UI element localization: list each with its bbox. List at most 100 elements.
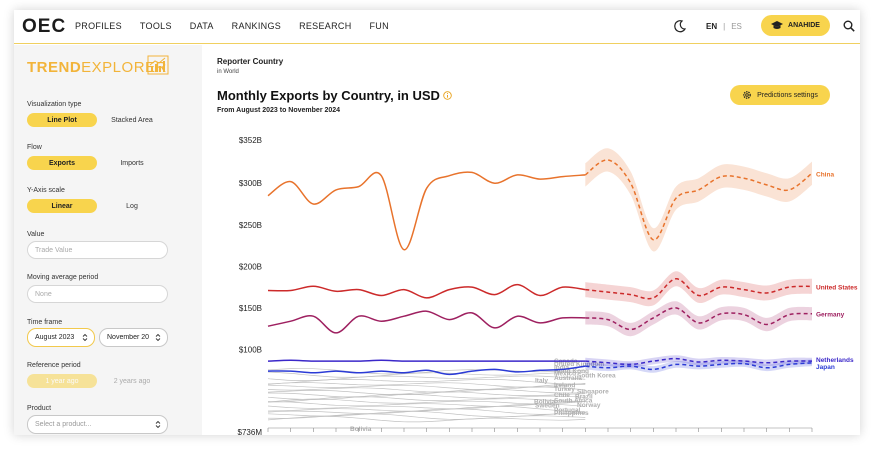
time-frame-end-select[interactable]: November 2024	[99, 328, 168, 347]
product-placeholder: Select a product...	[35, 421, 92, 428]
reporter-country-sub: in World	[217, 69, 239, 75]
other-country-line	[267, 371, 586, 378]
reference-period-label: Reference period	[27, 362, 81, 369]
actual-line-germany	[267, 310, 586, 334]
other-country-line	[267, 401, 586, 407]
graduation-cap-icon	[771, 21, 784, 29]
other-country-label: Singapore	[577, 389, 609, 396]
series-lines	[267, 159, 813, 376]
forecast-band-germany	[585, 301, 812, 337]
series-label-japan: Japan	[816, 364, 835, 371]
linear-toggle[interactable]: Linear	[27, 199, 97, 213]
oec-logo[interactable]: OEC	[22, 16, 67, 37]
time-frame-start-select[interactable]: August 2023	[27, 328, 95, 347]
other-country-line	[267, 386, 586, 393]
other-country-line	[267, 382, 586, 388]
reporter-country-title: Reporter Country	[217, 57, 284, 66]
other-country-label: India	[554, 364, 570, 371]
moon-icon[interactable]	[673, 19, 687, 33]
other-country-line	[267, 411, 586, 418]
predictions-settings-label: Predictions settings	[757, 91, 818, 99]
other-country-line	[267, 406, 586, 413]
gear-icon	[743, 91, 751, 99]
nav-rankings[interactable]: RANKINGS	[231, 21, 282, 31]
other-country-line	[267, 416, 586, 423]
lang-en[interactable]: EN	[706, 22, 718, 31]
other-country-line	[267, 378, 586, 385]
chevron-updown-icon	[155, 420, 161, 429]
flow-label: Flow	[27, 144, 42, 151]
viz-type-label: Visualization type	[27, 101, 82, 108]
predictions-settings-button[interactable]: Predictions settings	[730, 85, 830, 105]
one-year-ago-toggle[interactable]: 1 year ago	[27, 374, 97, 388]
info-icon[interactable]	[443, 91, 452, 100]
exports-toggle[interactable]: Exports	[27, 156, 97, 170]
y-tick-label: $200B	[239, 262, 262, 271]
main-nav: PROFILES TOOLS DATA RANKINGS RESEARCH FU…	[75, 21, 407, 31]
brand-light: EXPLORER	[81, 59, 167, 76]
time-frame-label: Time frame	[27, 319, 63, 326]
other-country-line	[267, 403, 586, 410]
chart-title: Monthly Exports by Country, in USD	[217, 88, 440, 103]
chart-icon	[147, 55, 169, 75]
nav-data[interactable]: DATA	[189, 21, 214, 31]
user-account-button[interactable]: ANAHIDE	[761, 15, 830, 36]
y-tick-label: $150B	[239, 304, 262, 313]
forecast-line-china	[584, 159, 813, 241]
series-label-germany: Germany	[816, 312, 845, 319]
other-country-label: Brazil	[575, 394, 593, 401]
other-country-label: Norway	[577, 402, 601, 409]
imports-toggle[interactable]: Imports	[120, 159, 144, 167]
product-label: Product	[27, 405, 52, 412]
top-navbar: OEC PROFILES TOOLS DATA RANKINGS RESEARC…	[14, 10, 860, 44]
y-tick-label: $352B	[239, 136, 262, 145]
app-window: OEC PROFILES TOOLS DATA RANKINGS RESEARC…	[14, 10, 860, 435]
y-axis-ticks: $352B $300B $250B $200B $150B $100B $736M	[238, 136, 263, 435]
log-toggle[interactable]: Log	[126, 202, 138, 210]
other-country-label: Portugal	[554, 407, 581, 414]
other-country-label: Ireland	[554, 382, 575, 389]
forecast-band-united_states	[585, 271, 812, 307]
yaxis-scale-label: Y-Axis scale	[27, 187, 65, 194]
other-country-label: South Korea	[577, 373, 616, 380]
other-country-label: Bolivia	[534, 399, 556, 406]
other-country-line	[267, 368, 586, 375]
value-label: Value	[27, 231, 45, 238]
other-country-label: Chile	[554, 392, 570, 399]
nav-tools[interactable]: TOOLS	[139, 21, 172, 31]
other-country-label: Mexico	[554, 370, 576, 377]
line-plot-toggle[interactable]: Line Plot	[27, 113, 97, 127]
actual-line-china	[267, 171, 586, 251]
forecast-bands	[585, 148, 812, 373]
moving-average-select[interactable]: None	[27, 285, 168, 303]
other-country-label: Hong Kong	[554, 368, 589, 375]
language-switch: EN | ES	[706, 22, 742, 31]
nav-profiles[interactable]: PROFILES	[75, 21, 122, 31]
chart-subtitle: From August 2023 to November 2024	[217, 107, 341, 114]
nav-research[interactable]: RESEARCH	[299, 21, 352, 31]
chevron-updown-icon	[82, 333, 88, 342]
chart-panel: Reporter Country in World Monthly Export…	[202, 45, 860, 435]
forecast-line-netherlands	[585, 357, 813, 366]
other-country-line	[267, 393, 586, 400]
y-tick-label: $300B	[239, 179, 262, 188]
other-country-line	[267, 391, 586, 398]
lang-es[interactable]: ES	[731, 22, 742, 31]
other-country-line	[267, 408, 586, 415]
product-select[interactable]: Select a product...	[27, 415, 168, 434]
stacked-area-toggle[interactable]: Stacked Area	[111, 116, 153, 124]
other-country-line	[267, 388, 586, 396]
other-country-label: Sweden	[535, 403, 560, 410]
controls-sidebar: TRENDEXPLORER Visualization type Line Pl…	[14, 45, 202, 435]
series-label-netherlands: Netherlands	[816, 357, 854, 364]
value-select[interactable]: Trade Value	[27, 241, 168, 259]
moving-average-label: Moving average period	[27, 274, 99, 281]
actual-line-japan	[267, 365, 586, 376]
two-years-ago-toggle[interactable]: 2 years ago	[113, 377, 151, 385]
series-labels: China United States Germany NetherlandsJapa…	[816, 171, 858, 371]
nav-fun[interactable]: FUN	[369, 21, 389, 31]
search-icon[interactable]	[843, 20, 855, 32]
y-tick-label: $100B	[239, 345, 262, 354]
time-frame-end-value: November 2024	[107, 334, 149, 341]
y-tick-label: $736M	[238, 428, 263, 435]
